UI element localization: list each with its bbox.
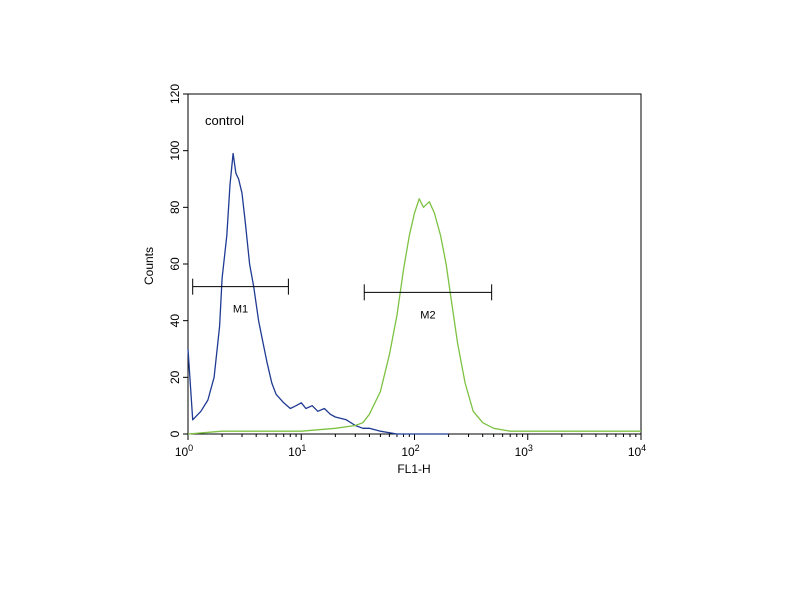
plot-frame: [187, 93, 642, 435]
y-tick-label: 80: [168, 200, 182, 214]
gate-label: M1: [233, 304, 248, 316]
y-tick-label: 100: [168, 140, 182, 160]
x-axis-title: FL1-H: [397, 462, 430, 476]
x-tick-label: 102: [401, 443, 419, 459]
y-tick-label: 0: [168, 430, 182, 437]
y-axis-title: Counts: [142, 247, 156, 285]
x-tick-label: 104: [628, 443, 646, 459]
y-tick-label: 120: [168, 84, 182, 104]
x-tick-label: 101: [288, 443, 306, 459]
gate-label: M2: [420, 309, 435, 321]
gate-marker-m2: M2: [363, 284, 493, 321]
y-axis: 0 20 40 60 80 100 120: [168, 84, 188, 437]
gate-markers: M1 M2: [192, 278, 493, 321]
series-layer: [187, 152, 641, 435]
chart-annotation: control: [205, 113, 244, 128]
y-tick-label: 40: [168, 314, 182, 328]
y-tick-label: 20: [168, 370, 182, 384]
y-tick-label: 60: [168, 257, 182, 271]
x-tick-label: 100: [175, 443, 193, 459]
x-tick-label: 103: [515, 443, 533, 459]
gate-marker-m1: M1: [192, 278, 289, 316]
histogram-series-1: [187, 152, 449, 435]
x-axis: 100 101 102 103 104: [175, 434, 646, 459]
histogram-series-2: [187, 198, 641, 435]
